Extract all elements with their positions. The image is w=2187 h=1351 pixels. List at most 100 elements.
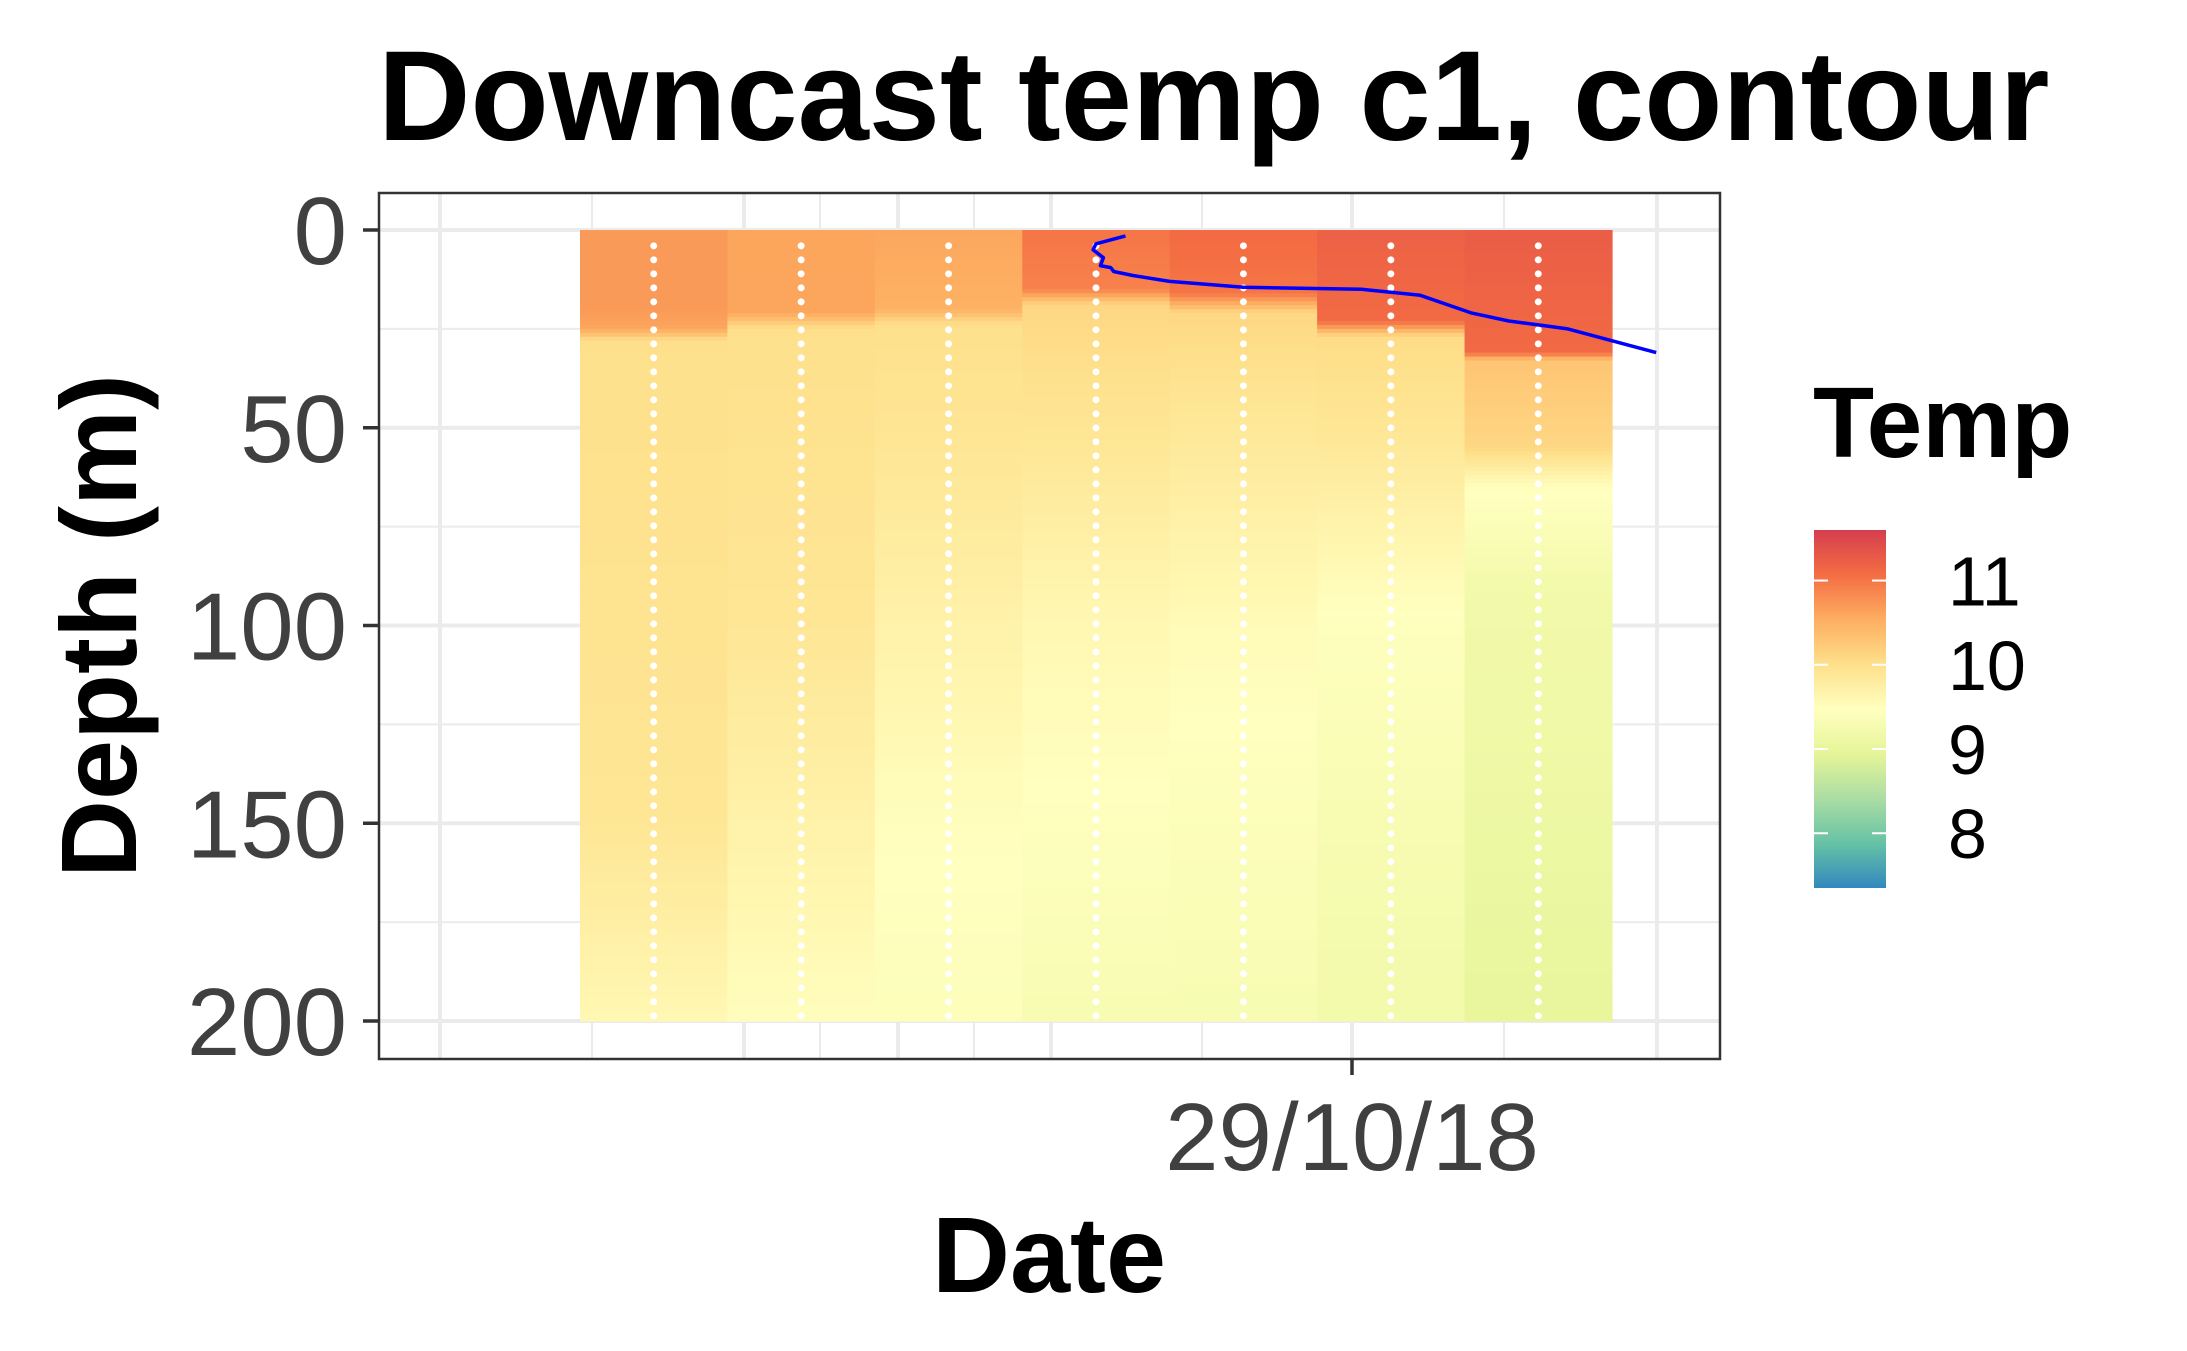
heatmap-cell: [1022, 922, 1171, 927]
heatmap-cell: [874, 447, 1023, 453]
heatmap-cell: [1464, 728, 1613, 733]
heatmap-cell: [1022, 866, 1171, 872]
heatmap-cell: [874, 965, 1023, 971]
heatmap-cell: [1464, 696, 1613, 702]
heatmap-cell: [1169, 696, 1318, 702]
heatmap-cell: [1022, 669, 1171, 674]
heatmap-cell: [580, 320, 729, 326]
heatmap-cell: [580, 305, 729, 310]
heatmap-cell: [1022, 277, 1171, 283]
heatmap-cell: [1169, 965, 1318, 971]
y-axis: 0 50 100 150 200: [187, 178, 379, 1076]
heatmap-cell: [1464, 835, 1613, 840]
heatmap-cell: [1317, 613, 1466, 619]
heatmap-cell: [1464, 471, 1613, 476]
heatmap-cell: [1169, 546, 1318, 551]
heatmap-cell: [1464, 922, 1613, 927]
heatmap-cell: [1022, 993, 1171, 998]
heatmap-cell: [1317, 807, 1466, 812]
heatmap-cell: [1317, 724, 1466, 729]
heatmap-cell: [1317, 684, 1466, 690]
heatmap-cell: [580, 981, 729, 987]
heatmap-cell: [1169, 993, 1318, 998]
heatmap-cell: [1317, 233, 1466, 239]
heatmap-cell: [727, 407, 876, 413]
heatmap-cell: [1464, 937, 1613, 943]
heatmap-cell: [1022, 491, 1171, 496]
heatmap-cell: [1464, 491, 1613, 496]
heatmap-cell: [1169, 684, 1318, 690]
heatmap-cell: [580, 989, 729, 994]
heatmap-cell: [580, 293, 729, 298]
heatmap-cell: [580, 878, 729, 884]
heatmap-cell: [1464, 230, 1613, 235]
heatmap-cell: [580, 993, 729, 998]
heatmap-cell: [874, 906, 1023, 911]
heatmap-cell: [580, 949, 729, 955]
heatmap-cell: [874, 388, 1023, 393]
heatmap-cell: [1317, 514, 1466, 520]
heatmap-cell: [1317, 712, 1466, 718]
heatmap-cell: [874, 574, 1023, 579]
heatmap-cell: [874, 415, 1023, 421]
heatmap-cell: [1169, 827, 1318, 832]
heatmap-cell: [580, 795, 729, 801]
heatmap-cell: [580, 613, 729, 619]
heatmap-cell: [1317, 502, 1466, 508]
heatmap-cell: [1464, 965, 1613, 971]
heatmap-cell: [1022, 989, 1171, 994]
heatmap-cell: [727, 364, 876, 370]
heatmap-cell: [1169, 589, 1318, 595]
heatmap-cell: [727, 415, 876, 421]
heatmap-cell: [1169, 740, 1318, 745]
heatmap-cell: [874, 641, 1023, 646]
heatmap-cell: [580, 961, 729, 967]
heatmap-cell: [1022, 530, 1171, 536]
heatmap-cell: [580, 230, 729, 235]
legend-tick-label: 10: [1948, 627, 2026, 705]
heatmap-cell: [1169, 332, 1318, 338]
heatmap-cell: [1169, 894, 1318, 899]
heatmap-cell: [1464, 419, 1613, 425]
heatmap-cell: [727, 724, 876, 729]
heatmap-cell: [874, 866, 1023, 872]
heatmap-cell: [727, 431, 876, 437]
heatmap-cell: [1464, 949, 1613, 955]
heatmap-cell: [727, 807, 876, 812]
heatmap-cell: [1022, 700, 1171, 706]
heatmap-cell: [1464, 542, 1613, 547]
heatmap-cell: [1464, 767, 1613, 773]
heatmap-cell: [1169, 672, 1318, 678]
heatmap-cell: [727, 740, 876, 745]
heatmap-cell: [1169, 669, 1318, 674]
heatmap-cell: [1464, 261, 1613, 267]
heatmap-cell: [727, 799, 876, 805]
heatmap-cell: [1464, 783, 1613, 789]
heatmap-cell: [874, 253, 1023, 259]
heatmap-cell: [727, 309, 876, 314]
heatmap-cell: [1022, 471, 1171, 476]
heatmap-cell: [1464, 459, 1613, 464]
heatmap-cell: [727, 601, 876, 607]
y-axis-title: Depth (m): [38, 374, 159, 878]
heatmap-cell: [727, 475, 876, 480]
heatmap-cell: [874, 431, 1023, 437]
heatmap-cell: [727, 305, 876, 310]
heatmap-cell: [1169, 502, 1318, 508]
heatmap-cell: [580, 261, 729, 267]
heatmap-cell: [580, 617, 729, 623]
heatmap-cell: [1464, 977, 1613, 983]
heatmap-cell: [1317, 949, 1466, 955]
heatmap-cell: [1317, 265, 1466, 271]
heatmap-cell: [874, 404, 1023, 409]
heatmap-cell: [1317, 309, 1466, 314]
heatmap-cell: [580, 835, 729, 840]
heatmap-cell: [1317, 574, 1466, 579]
heatmap-cell: [1317, 625, 1466, 631]
heatmap-cell: [580, 937, 729, 943]
heatmap-cell: [1317, 783, 1466, 789]
heatmap-cell: [1022, 601, 1171, 607]
heatmap-cell: [580, 1017, 729, 1022]
heatmap-cell: [1464, 807, 1613, 812]
heatmap-cell: [1464, 625, 1613, 631]
